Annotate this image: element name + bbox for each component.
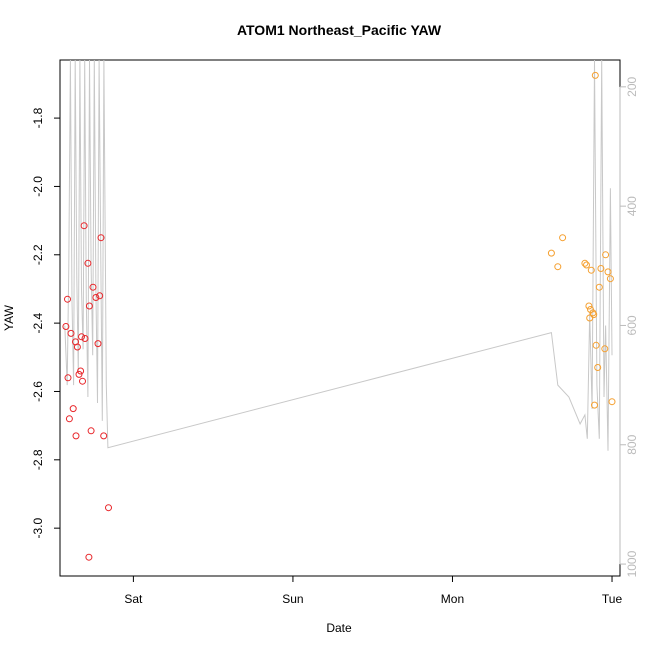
- data-point: [583, 261, 590, 269]
- data-point: [94, 340, 102, 348]
- data-point: [581, 259, 589, 267]
- y2-tick-label: 400: [625, 196, 639, 216]
- y-tick-label: -2.0: [31, 176, 45, 197]
- data-point: [81, 335, 89, 342]
- x-axis-label: Date: [326, 621, 352, 635]
- data-point: [80, 222, 88, 230]
- y-tick-label: -2.6: [31, 381, 45, 402]
- x-tick-label: Mon: [441, 592, 464, 606]
- data-point: [559, 234, 567, 242]
- gray-line-layer: [64, 59, 613, 451]
- y2-tick-label: 200: [625, 77, 639, 97]
- data-point: [87, 427, 95, 435]
- y-tick-label: -2.2: [31, 244, 45, 265]
- data-point: [75, 370, 83, 378]
- y2-axis: 200 400 600 800 1000: [619, 77, 639, 577]
- data-point: [69, 405, 77, 413]
- data-point: [92, 294, 100, 301]
- data-point: [79, 377, 86, 385]
- data-point: [591, 401, 598, 409]
- data-point: [547, 249, 555, 257]
- plot-box: [59, 59, 621, 577]
- data-point: [606, 275, 614, 283]
- data-point: [85, 553, 93, 561]
- x-tick-label: Sun: [282, 592, 303, 606]
- data-point: [608, 398, 616, 406]
- y-tick-label: -2.4: [31, 312, 45, 333]
- x-axis: Sat Sun Mon Tue: [124, 575, 623, 606]
- data-point: [585, 302, 593, 310]
- data-point: [77, 367, 85, 375]
- data-point: [591, 71, 599, 79]
- data-point: [602, 251, 610, 259]
- data-point: [89, 283, 97, 291]
- data-point: [64, 295, 71, 303]
- data-point: [97, 234, 105, 242]
- data-point: [73, 343, 81, 351]
- data-point: [85, 302, 93, 310]
- y2-tick-label: 800: [625, 434, 639, 454]
- data-point: [592, 341, 600, 349]
- y-tick-label: -3.0: [31, 517, 45, 538]
- points-layer: [62, 71, 616, 561]
- y-axis-label: YAW: [2, 304, 16, 331]
- data-point: [586, 314, 594, 322]
- x-tick-label: Tue: [602, 592, 623, 606]
- data-point: [100, 432, 108, 440]
- data-point: [597, 265, 605, 272]
- data-point: [105, 504, 112, 512]
- chart-title: ATOM1 Northeast_Pacific YAW: [237, 22, 442, 38]
- data-point: [590, 311, 598, 319]
- y-tick-label: -1.8: [31, 107, 45, 128]
- data-point: [554, 263, 562, 271]
- data-point: [587, 266, 595, 274]
- gray-series-line: [64, 59, 613, 451]
- data-point: [594, 364, 602, 371]
- data-point: [62, 323, 70, 330]
- data-point: [84, 259, 92, 267]
- data-point: [65, 415, 73, 423]
- data-point: [604, 268, 612, 276]
- y2-tick-label: 600: [625, 315, 639, 335]
- data-point: [78, 333, 85, 341]
- data-point: [67, 329, 75, 337]
- y2-tick-label: 1000: [625, 550, 639, 577]
- y-tick-label: -2.8: [31, 449, 45, 470]
- data-point: [595, 283, 603, 291]
- y-axis: -3.0 -2.8 -2.6 -2.4 -2.2 -2.0 -1.8: [31, 107, 61, 539]
- x-tick-label: Sat: [124, 592, 143, 606]
- data-point: [64, 374, 72, 382]
- data-point: [601, 345, 609, 353]
- data-point: [72, 432, 80, 440]
- data-point: [96, 292, 104, 300]
